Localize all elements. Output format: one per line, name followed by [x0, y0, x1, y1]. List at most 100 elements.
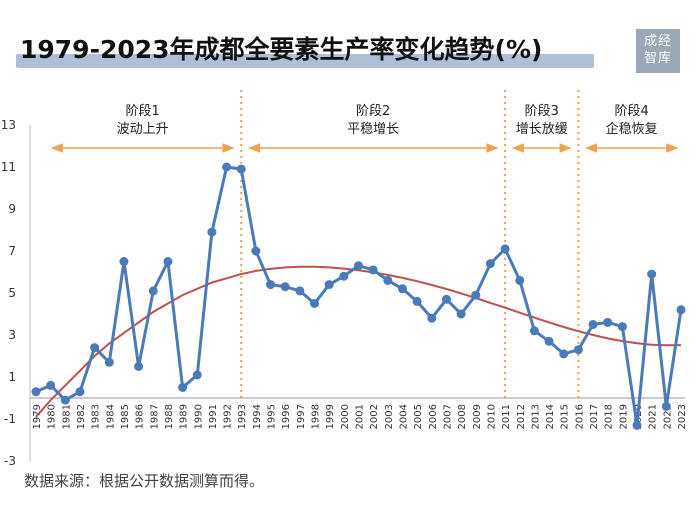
data-point — [90, 343, 100, 353]
x-tick-label: 1985 — [120, 404, 131, 429]
phase-layer: 阶段1 波动上升 阶段2 平稳增长 阶段3 增长放缓 阶段4 企稳恢复 — [50, 90, 679, 400]
y-tick-label: 11 — [1, 160, 16, 174]
y-tick-label: 1 — [8, 370, 16, 384]
data-point — [310, 299, 320, 308]
data-point — [661, 401, 671, 411]
data-point — [31, 387, 41, 397]
x-tick-label: 2019 — [618, 404, 629, 429]
x-tick-label: 2007 — [442, 404, 453, 429]
x-tick-label: 1981 — [61, 404, 72, 429]
x-tick-label: 1989 — [179, 404, 190, 429]
y-tick-label: 5 — [8, 286, 16, 300]
data-point — [368, 265, 378, 275]
data-point — [427, 313, 437, 323]
data-point — [163, 257, 173, 266]
x-tick-label: 2011 — [501, 404, 512, 429]
x-tick-label: 1999 — [325, 404, 336, 429]
x-tick-label: 1991 — [208, 404, 219, 429]
x-tick-label: 1997 — [296, 404, 307, 429]
x-tick-label: 2000 — [340, 404, 351, 429]
x-tick-label: 1996 — [281, 404, 292, 429]
data-point — [134, 362, 144, 371]
data-point — [148, 286, 158, 296]
x-tick-label: 2018 — [604, 404, 615, 429]
data-point — [588, 320, 598, 329]
data-point — [441, 294, 451, 304]
data-point — [500, 244, 510, 254]
x-tick-label: 2010 — [486, 404, 497, 429]
x-tick-label: 1980 — [47, 404, 58, 429]
data-point — [471, 290, 481, 300]
data-point — [456, 309, 466, 319]
series-line — [35, 165, 683, 427]
data-point — [485, 259, 495, 269]
x-tick-label: 1998 — [311, 404, 322, 429]
source-note: 数据来源：根据公开数据测算而得。 — [24, 472, 265, 490]
x-tick-label: 1995 — [267, 404, 278, 429]
data-point — [60, 395, 70, 405]
data-point — [632, 420, 642, 430]
y-tick-label: 9 — [8, 202, 16, 216]
x-tick-label: 2009 — [472, 404, 483, 429]
data-point — [412, 296, 422, 306]
x-tick-label: 2012 — [516, 404, 527, 429]
phase-desc: 平稳增长 — [347, 121, 399, 137]
data-point — [529, 326, 539, 336]
x-tick-label: 2013 — [530, 404, 541, 429]
data-point — [647, 269, 657, 279]
data-point — [192, 370, 202, 380]
x-tick-label: 1982 — [76, 404, 87, 429]
y-tick-label: 13 — [1, 118, 16, 132]
title-bar: 1979-2023年成都全要素生产率变化趋势(%) — [16, 30, 594, 72]
x-tick-label: 1990 — [193, 404, 204, 429]
data-point — [251, 246, 261, 256]
x-tick-label: 1994 — [252, 404, 263, 429]
data-point — [104, 357, 114, 367]
data-point — [544, 336, 554, 346]
data-point — [280, 282, 290, 292]
x-tick-label: 1993 — [237, 404, 248, 429]
phase-name: 阶段4 — [615, 104, 649, 119]
x-tick-label: 2001 — [355, 404, 366, 429]
data-point — [397, 284, 407, 294]
logo-stamp: 成经 智库 — [636, 29, 680, 73]
data-point — [354, 261, 363, 271]
x-tick-label: 2015 — [560, 404, 571, 429]
data-point — [573, 345, 583, 355]
x-tick-label: 2022 — [662, 404, 673, 429]
logo-line-1: 成经 — [643, 34, 672, 49]
x-tick-label: 1984 — [105, 404, 116, 429]
data-point — [339, 271, 349, 281]
phase-desc: 波动上升 — [117, 122, 169, 137]
x-tick-label: 2021 — [648, 404, 659, 429]
data-point — [295, 286, 305, 296]
data-point — [515, 275, 525, 285]
x-tick-label: 2004 — [398, 404, 409, 429]
x-tick-label: 1983 — [91, 404, 102, 429]
data-point — [559, 349, 569, 359]
phase-desc: 增长放缓 — [516, 122, 568, 137]
phase-name: 阶段1 — [125, 104, 159, 119]
x-tick-label: 2006 — [428, 404, 439, 429]
y-tick-label: -3 — [4, 454, 16, 468]
data-point — [324, 280, 334, 290]
x-tick-label: 1992 — [223, 404, 234, 429]
data-point — [75, 387, 85, 397]
data-point — [266, 280, 276, 290]
phase-desc: 企稳恢复 — [606, 121, 658, 137]
phase-name: 阶段3 — [525, 104, 559, 119]
x-tick-label: 2005 — [413, 404, 424, 429]
logo-line-2: 智库 — [643, 51, 672, 66]
x-tick-label: 1987 — [149, 404, 160, 429]
x-tick-label: 1979 — [32, 404, 43, 429]
trend-line — [35, 265, 682, 418]
y-tick-label: -1 — [4, 412, 16, 426]
x-tick-label: 2008 — [457, 404, 468, 429]
data-point — [207, 227, 217, 237]
data-point — [383, 275, 393, 285]
data-point — [236, 164, 246, 174]
x-tick-label: 2003 — [384, 404, 395, 429]
title-underline — [16, 54, 594, 68]
